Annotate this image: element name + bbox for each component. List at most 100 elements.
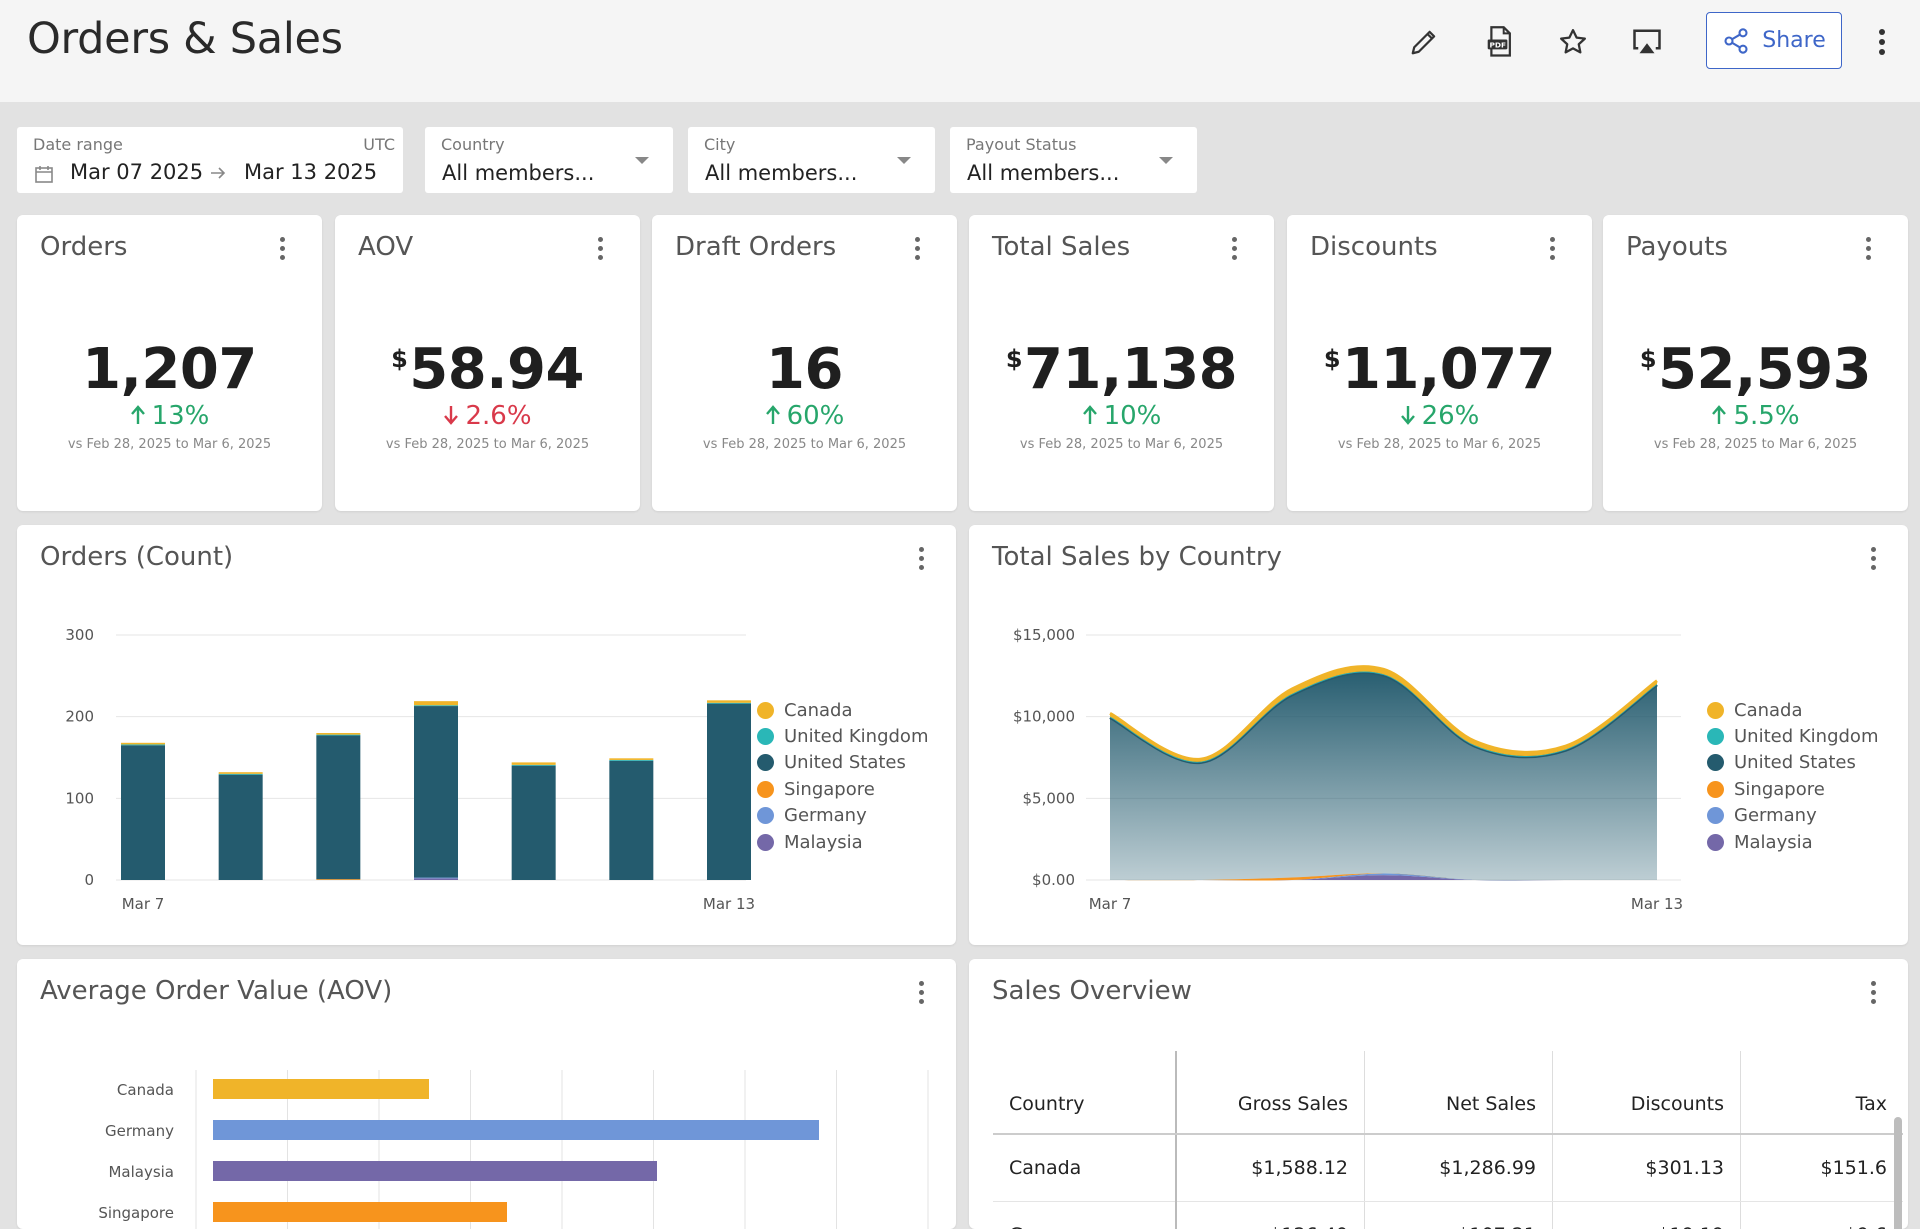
share-button[interactable]: Share bbox=[1706, 12, 1842, 69]
legend-item[interactable]: Germany bbox=[757, 803, 928, 829]
bar-germany[interactable] bbox=[414, 878, 458, 879]
bar-united-states[interactable] bbox=[219, 775, 263, 880]
bar-united-kingdom[interactable] bbox=[707, 703, 751, 704]
legend-label: United States bbox=[1734, 752, 1856, 773]
payout-status-filter[interactable]: Payout Status All members... bbox=[950, 127, 1197, 193]
more-icon[interactable] bbox=[275, 237, 289, 267]
currency-symbol: $ bbox=[1640, 345, 1656, 373]
bar-germany[interactable] bbox=[213, 1120, 819, 1140]
bar-united-states[interactable] bbox=[121, 745, 165, 880]
y-tick-label: 300 bbox=[65, 626, 94, 644]
bar-united-kingdom[interactable] bbox=[121, 744, 165, 745]
legend-item[interactable]: Malaysia bbox=[757, 829, 928, 855]
legend-item[interactable]: Canada bbox=[1707, 697, 1878, 723]
legend-item[interactable]: United Kingdom bbox=[757, 723, 928, 749]
chevron-down-icon bbox=[635, 157, 649, 164]
more-icon[interactable] bbox=[1545, 237, 1559, 267]
column-header[interactable]: Gross Sales bbox=[1176, 1051, 1365, 1134]
kpi-change: 2.6% bbox=[335, 401, 640, 431]
bar-canada[interactable] bbox=[707, 700, 751, 702]
legend-item[interactable]: Canada bbox=[757, 697, 928, 723]
column-header[interactable]: Discounts bbox=[1553, 1051, 1741, 1134]
more-icon[interactable] bbox=[1862, 22, 1902, 62]
star-icon[interactable] bbox=[1553, 22, 1593, 62]
city-filter[interactable]: City All members... bbox=[688, 127, 935, 193]
sales-overview-table: Country Gross Sales Net Sales Discounts … bbox=[993, 1051, 1903, 1229]
bar-singapore[interactable] bbox=[213, 1202, 507, 1222]
bar-canada[interactable] bbox=[414, 701, 458, 705]
bar-united-kingdom[interactable] bbox=[512, 765, 556, 766]
bar-canada[interactable] bbox=[121, 743, 165, 745]
legend-item[interactable]: Germany bbox=[1707, 803, 1878, 829]
more-icon[interactable] bbox=[1866, 981, 1880, 1011]
bar-malaysia[interactable] bbox=[213, 1161, 657, 1181]
kpi-card-aov: AOV $58.94 2.6% vs Feb 28, 2025 to Mar 6… bbox=[335, 215, 640, 511]
y-category-label: Germany bbox=[105, 1122, 174, 1140]
table-row[interactable]: Germany $126.40 $107.21 $19.19 $9.6 bbox=[993, 1202, 1903, 1229]
more-icon[interactable] bbox=[910, 237, 924, 267]
legend-label: Germany bbox=[784, 805, 867, 826]
bar-united-states[interactable] bbox=[707, 704, 751, 880]
column-header[interactable]: Net Sales bbox=[1365, 1051, 1553, 1134]
legend-item[interactable]: Singapore bbox=[757, 776, 928, 802]
more-icon[interactable] bbox=[1861, 237, 1875, 267]
kpi-value: 1,207 bbox=[17, 337, 322, 402]
city-filter-value: All members... bbox=[705, 161, 857, 185]
bar-canada[interactable] bbox=[316, 733, 360, 735]
bar-singapore[interactable] bbox=[316, 879, 360, 880]
kpi-card-draft-orders: Draft Orders 16 60% vs Feb 28, 2025 to M… bbox=[652, 215, 957, 511]
bar-united-states[interactable] bbox=[414, 706, 458, 878]
kpi-value: $71,138 bbox=[969, 337, 1274, 402]
bar-united-states[interactable] bbox=[316, 735, 360, 879]
more-icon[interactable] bbox=[593, 237, 607, 267]
pencil-icon[interactable] bbox=[1404, 22, 1444, 62]
kpi-comparison-period: vs Feb 28, 2025 to Mar 6, 2025 bbox=[335, 437, 640, 452]
kpi-change-value: 60% bbox=[787, 401, 845, 431]
legend-swatch bbox=[1707, 781, 1724, 798]
bar-canada[interactable] bbox=[512, 762, 556, 764]
more-icon[interactable] bbox=[1227, 237, 1241, 267]
kpi-value: $11,077 bbox=[1287, 337, 1592, 402]
kpi-change-value: 26% bbox=[1422, 401, 1480, 431]
table-cell: $19.19 bbox=[1553, 1202, 1741, 1229]
bar-united-states[interactable] bbox=[512, 766, 556, 880]
bar-malaysia[interactable] bbox=[414, 878, 458, 880]
y-tick-label: $5,000 bbox=[1023, 789, 1076, 807]
legend-label: Malaysia bbox=[784, 832, 863, 853]
bar-united-kingdom[interactable] bbox=[609, 760, 653, 761]
x-tick-label: Mar 7 bbox=[1089, 895, 1132, 913]
area-united-states[interactable] bbox=[1110, 672, 1657, 880]
currency-symbol: $ bbox=[1324, 345, 1340, 373]
legend-item[interactable]: United States bbox=[1707, 750, 1878, 776]
bar-canada[interactable] bbox=[219, 772, 263, 774]
date-start[interactable]: Mar 07 2025 bbox=[70, 160, 203, 184]
date-end[interactable]: Mar 13 2025 bbox=[244, 160, 377, 184]
bar-united-states[interactable] bbox=[609, 761, 653, 880]
bar-canada[interactable] bbox=[609, 758, 653, 760]
legend-item[interactable]: Singapore bbox=[1707, 776, 1878, 802]
pdf-icon[interactable]: PDF bbox=[1480, 22, 1520, 62]
bar-united-kingdom[interactable] bbox=[219, 774, 263, 775]
country-filter[interactable]: Country All members... bbox=[425, 127, 673, 193]
legend-item[interactable]: United States bbox=[757, 750, 928, 776]
table-cell: $126.40 bbox=[1176, 1202, 1365, 1229]
column-header[interactable]: Country bbox=[993, 1051, 1176, 1134]
legend-swatch bbox=[1707, 728, 1724, 745]
legend-item[interactable]: United Kingdom bbox=[1707, 723, 1878, 749]
y-category-label: Singapore bbox=[98, 1204, 174, 1222]
table-cell: Germany bbox=[993, 1202, 1176, 1229]
table-row[interactable]: Canada $1,588.12 $1,286.99 $301.13 $151.… bbox=[993, 1134, 1903, 1202]
bar-united-kingdom[interactable] bbox=[316, 735, 360, 736]
legend-item[interactable]: Malaysia bbox=[1707, 829, 1878, 855]
kpi-title: Orders bbox=[40, 232, 127, 262]
share-icon bbox=[1722, 27, 1750, 55]
bar-canada[interactable] bbox=[213, 1079, 429, 1099]
airplay-icon[interactable] bbox=[1627, 22, 1667, 62]
date-range-filter[interactable]: Date range UTC Mar 07 2025 Mar 13 2025 bbox=[17, 127, 403, 193]
kpi-change-value: 5.5% bbox=[1733, 401, 1799, 431]
bar-united-kingdom[interactable] bbox=[414, 705, 458, 706]
column-header[interactable]: Tax bbox=[1741, 1051, 1904, 1134]
scrollbar[interactable] bbox=[1894, 1117, 1902, 1229]
